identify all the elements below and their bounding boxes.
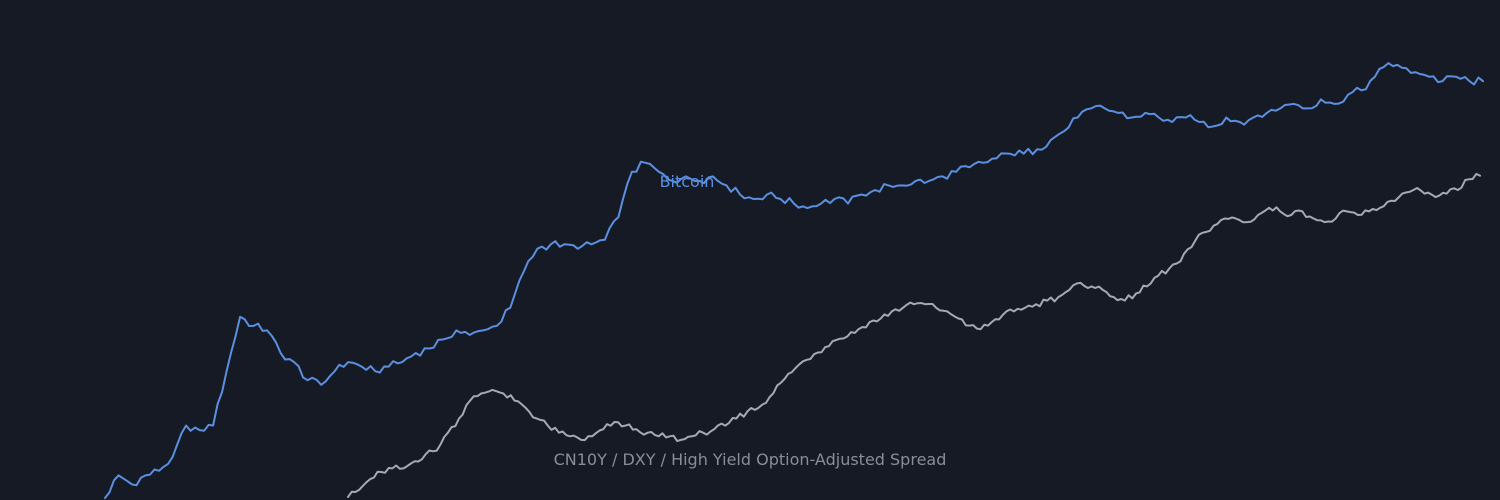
label-layer: Bitcoin CN10Y / DXY / High Yield Option-… — [554, 172, 947, 469]
series-label-cn10y-dxy-hy-oas: CN10Y / DXY / High Yield Option-Adjusted… — [554, 450, 947, 469]
series-line-cn10y-dxy-hy-oas — [347, 172, 1481, 498]
series-label-bitcoin: Bitcoin — [660, 172, 715, 191]
series-layer — [104, 62, 1484, 499]
series-line-bitcoin — [104, 62, 1484, 499]
